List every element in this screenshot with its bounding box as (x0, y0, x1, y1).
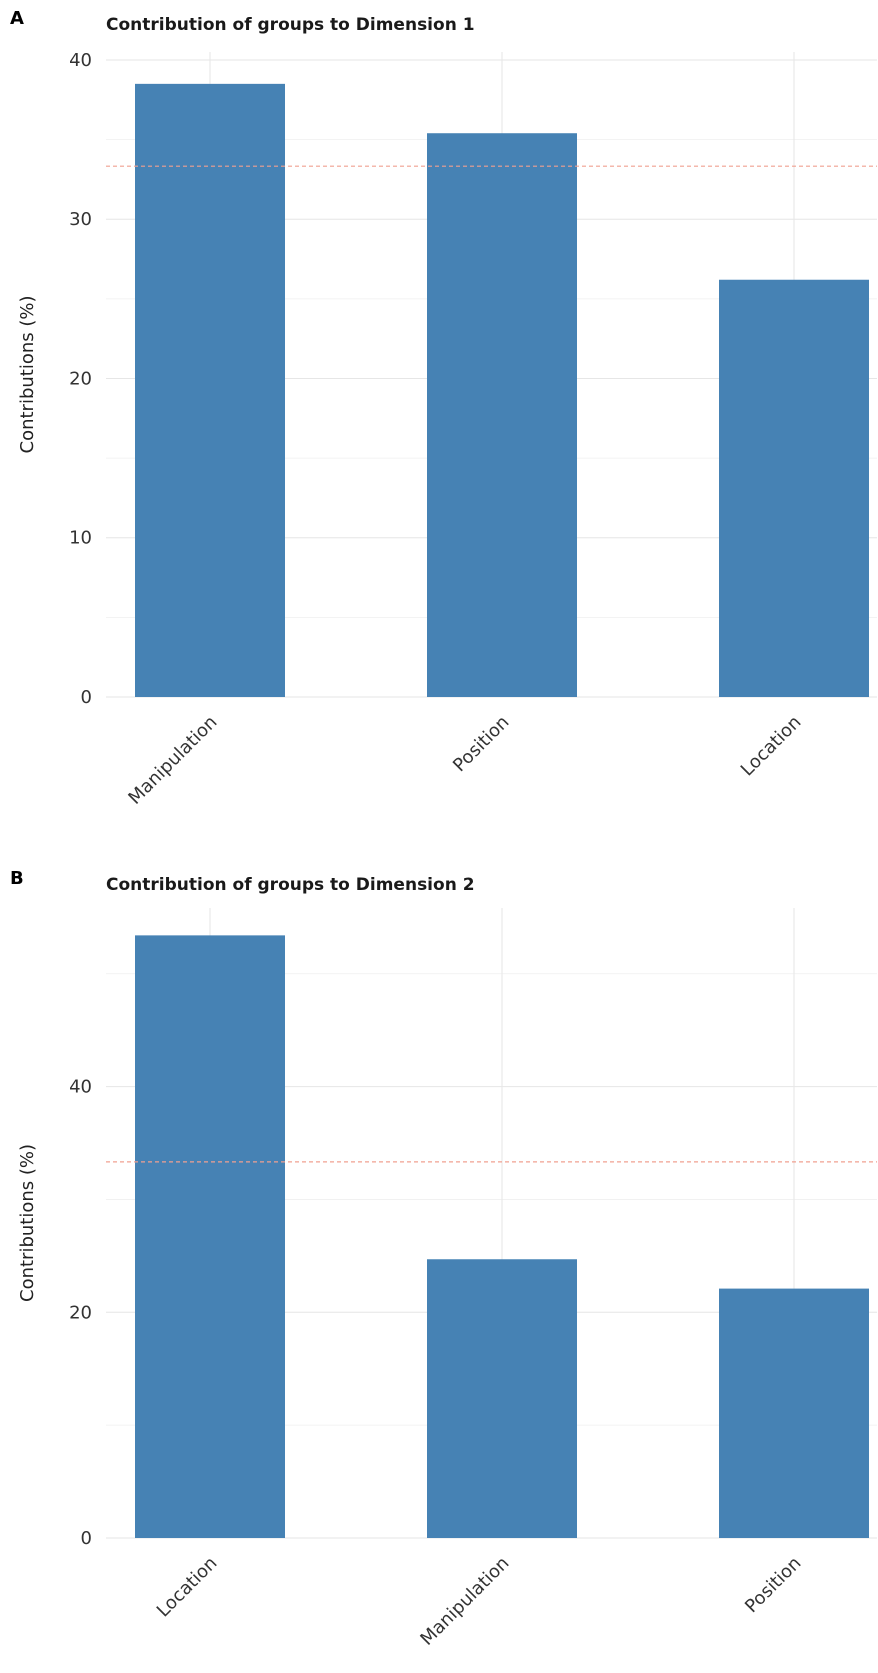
x-tick-label: Location (737, 712, 806, 781)
x-tick-label: Manipulation (416, 1553, 513, 1650)
bar-manipulation (427, 1259, 577, 1538)
bar-position (427, 133, 577, 697)
bar-position (719, 1288, 869, 1538)
chart-panel-b: B Contribution of groups to Dimension 2 0 2… (10, 868, 877, 1650)
bar-manipulation (135, 83, 285, 697)
chart-panel-a: A Contribution of groups to Dimension 1 0 1… (10, 8, 877, 809)
x-tick-label: Position (449, 712, 513, 776)
y-tick-label: 20 (69, 1302, 92, 1323)
bar-location (135, 935, 285, 1538)
y-tick-label: 30 (69, 209, 92, 230)
chart-title: Contribution of groups to Dimension 1 (106, 15, 475, 35)
y-tick-label: 0 (81, 687, 92, 708)
panel-label: A (10, 8, 24, 29)
bar-location (719, 279, 869, 697)
chart-title: Contribution of groups to Dimension 2 (106, 875, 475, 895)
panel-label: B (10, 868, 24, 889)
x-tick-label: Location (153, 1553, 222, 1622)
y-tick-label: 20 (69, 368, 92, 389)
y-axis-label: Contributions (%) (17, 1144, 38, 1302)
x-tick-label: Position (741, 1553, 805, 1617)
y-axis-label: Contributions (%) (17, 295, 38, 453)
y-tick-label: 40 (69, 50, 92, 71)
y-tick-label: 40 (69, 1077, 92, 1098)
y-tick-label: 0 (81, 1528, 92, 1549)
y-tick-label: 10 (69, 528, 92, 549)
x-tick-label: Manipulation (124, 712, 221, 809)
